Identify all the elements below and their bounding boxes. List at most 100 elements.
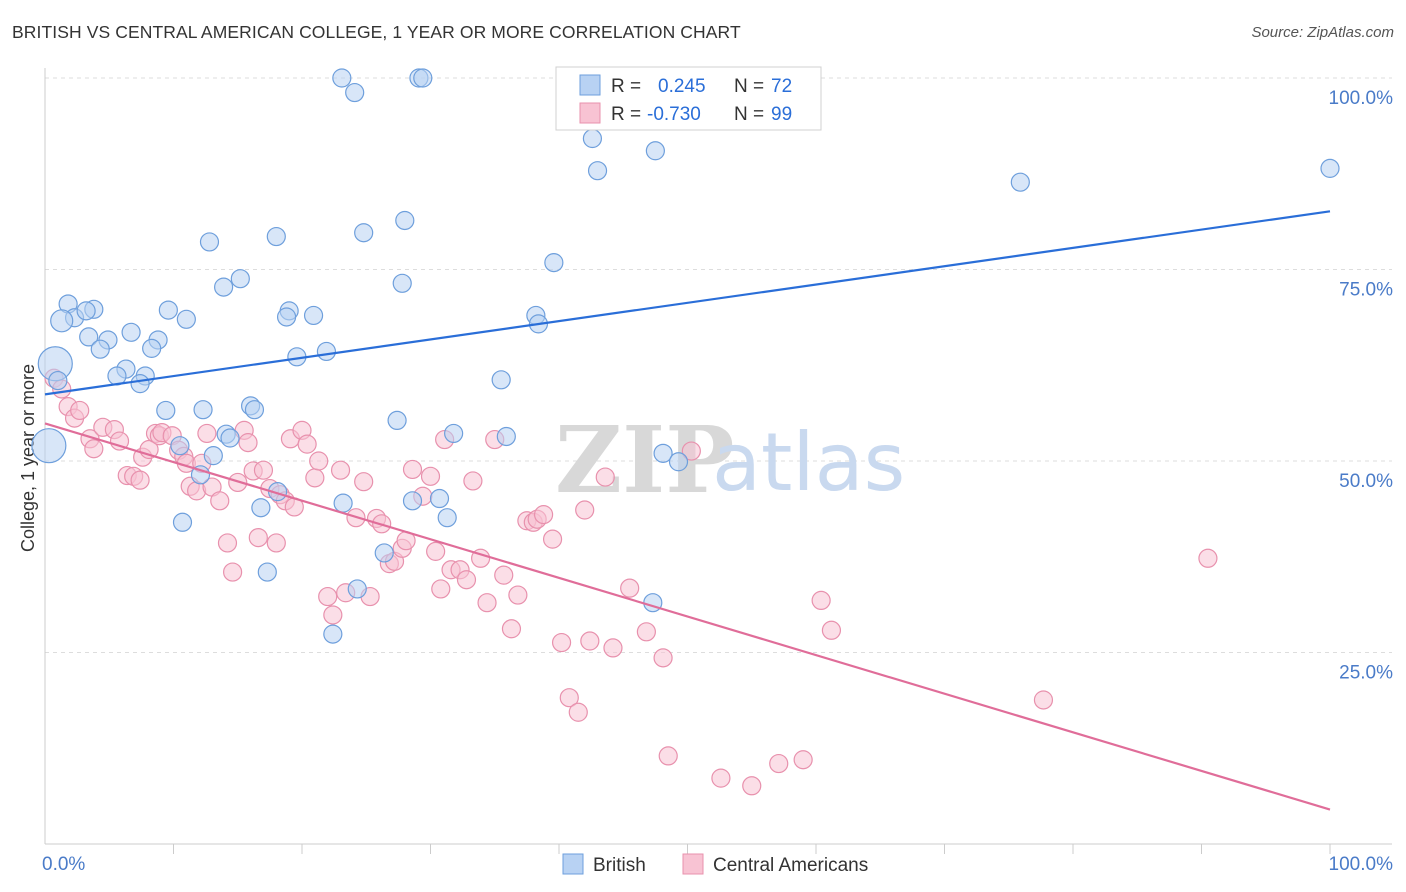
- british-point: [214, 277, 234, 297]
- central-americans-point: [533, 505, 554, 525]
- central-americans-point: [575, 500, 595, 520]
- central-americans-point: [323, 605, 343, 625]
- british-point: [1010, 172, 1030, 192]
- british-point: [354, 223, 374, 243]
- british-point: [257, 562, 277, 582]
- central-americans-point: [217, 533, 238, 553]
- central-americans-point: [508, 585, 528, 605]
- chart-title: BRITISH VS CENTRAL AMERICAN COLLEGE, 1 Y…: [12, 22, 741, 42]
- source-label: Source: ZipAtlas.com: [1251, 24, 1394, 41]
- british-point: [668, 452, 689, 472]
- british-point: [1320, 158, 1340, 178]
- british-point: [392, 273, 412, 293]
- central-americans-point: [463, 471, 483, 491]
- trend-lines: [44, 210, 1331, 811]
- british-point: [130, 374, 150, 394]
- central-americans-point: [542, 529, 563, 549]
- british-point: [90, 339, 110, 359]
- bottom-legend-label-central: Central Americans: [713, 855, 868, 876]
- british-point: [491, 370, 511, 390]
- central-americans-point: [70, 400, 90, 421]
- central-americans-point: [494, 565, 514, 585]
- grid-lines: [45, 77, 1392, 653]
- central-americans-point: [580, 631, 600, 651]
- central-americans-point: [1033, 690, 1054, 710]
- watermark-atlas: atlas: [712, 416, 905, 509]
- british-point: [395, 210, 415, 231]
- central-americans-point: [653, 648, 673, 668]
- central-americans-point: [595, 467, 615, 487]
- x-tick-labels: 0.0% 100.0%: [42, 854, 1393, 875]
- central-americans-point: [197, 423, 217, 444]
- british-point: [50, 309, 74, 333]
- british-point: [79, 327, 99, 347]
- central-americans-point: [223, 562, 243, 582]
- british-point: [266, 226, 286, 247]
- central-americans-point: [742, 776, 762, 796]
- british-point: [31, 428, 67, 464]
- british-point: [251, 498, 271, 518]
- legend-n-value-central: 99: [771, 104, 792, 125]
- british-point: [587, 161, 608, 181]
- british-point: [142, 338, 162, 358]
- central-americans-point: [456, 570, 477, 590]
- british-point: [496, 426, 516, 447]
- legend-n-label-central: N =: [734, 104, 764, 125]
- central-americans-point: [253, 460, 274, 480]
- british-point: [544, 253, 564, 273]
- british-point: [158, 300, 178, 320]
- central-americans-point: [559, 688, 579, 708]
- central-americans-point: [266, 533, 286, 553]
- central-americans-point: [330, 460, 351, 480]
- british-point: [653, 443, 673, 463]
- british-point: [203, 446, 223, 466]
- series-legend: British Central Americans: [562, 853, 868, 876]
- british-point: [345, 82, 365, 103]
- british-point: [172, 512, 193, 532]
- central-americans-point: [248, 527, 268, 548]
- legend-r-label-british: R =: [611, 76, 641, 97]
- british-point: [347, 579, 367, 599]
- british-point: [387, 410, 407, 431]
- central-americans-point: [658, 746, 678, 766]
- series-british: [31, 68, 1340, 644]
- british-point: [437, 508, 457, 528]
- british-point: [374, 543, 394, 563]
- central-americans-point: [402, 459, 423, 480]
- central-americans-point: [636, 622, 656, 642]
- y-tick-label-25: 25.0%: [1339, 663, 1393, 684]
- central-americans-point: [568, 702, 588, 722]
- bottom-legend-label-british: British: [593, 855, 646, 876]
- british-point: [193, 400, 213, 420]
- british-point: [176, 309, 196, 329]
- british-point: [199, 232, 220, 252]
- british-point: [230, 269, 250, 289]
- y-tick-label-100: 100.0%: [1329, 88, 1394, 109]
- british-trend-line: [44, 210, 1331, 396]
- british-point: [582, 128, 603, 149]
- british-point: [402, 491, 423, 511]
- british-point: [323, 624, 343, 644]
- legend-r-label-central: R =: [611, 104, 641, 125]
- british-point: [429, 488, 450, 509]
- central-americans-point: [420, 466, 441, 486]
- british-point: [170, 436, 190, 456]
- central-americans-point: [305, 468, 325, 488]
- british-point: [645, 141, 665, 161]
- y-tick-labels: 25.0% 50.0% 75.0% 100.0%: [1329, 88, 1394, 684]
- central-americans-point: [297, 434, 317, 454]
- central-americans-point: [426, 541, 446, 561]
- x-tick-label-left: 0.0%: [42, 854, 85, 875]
- legend-n-value-british: 72: [771, 76, 792, 97]
- british-point: [244, 400, 265, 420]
- central-americans-trend-line: [44, 422, 1331, 811]
- central-americans-point: [309, 451, 329, 471]
- correlation-legend: R = 0.245 N = 72 R = -0.730 N = 99: [555, 66, 822, 131]
- central-americans-point: [821, 620, 842, 640]
- legend-swatch-central: [579, 102, 601, 124]
- y-axis-label: College, 1 year or more: [18, 364, 38, 552]
- british-point: [121, 322, 141, 342]
- central-americans-point: [793, 750, 813, 770]
- central-americans-point: [769, 753, 789, 774]
